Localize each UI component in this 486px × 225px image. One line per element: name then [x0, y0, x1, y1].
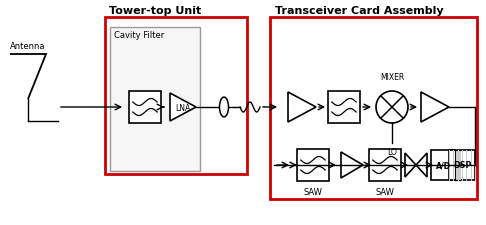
Bar: [270, 18, 477, 199]
Text: DSP: DSP: [453, 161, 471, 170]
Text: A/D: A/D: [435, 161, 451, 170]
Text: SAW: SAW: [376, 187, 395, 196]
Bar: [431, 150, 455, 180]
Polygon shape: [170, 94, 196, 122]
Bar: [328, 92, 360, 124]
Text: LNA: LNA: [175, 104, 191, 113]
Text: Tower-top Unit: Tower-top Unit: [109, 6, 201, 16]
Bar: [369, 149, 401, 181]
Bar: [110, 28, 200, 171]
Circle shape: [376, 92, 408, 124]
Polygon shape: [421, 93, 449, 122]
Ellipse shape: [220, 98, 228, 117]
Bar: [449, 150, 475, 180]
Text: MIXER: MIXER: [380, 73, 404, 82]
Polygon shape: [288, 93, 316, 122]
Bar: [297, 149, 329, 181]
Text: Antenna: Antenna: [10, 42, 46, 51]
Text: Transceiver Card Assembly: Transceiver Card Assembly: [275, 6, 444, 16]
Text: Cavity Filter: Cavity Filter: [114, 31, 164, 40]
Polygon shape: [341, 152, 363, 178]
Polygon shape: [405, 153, 416, 177]
Bar: [105, 18, 247, 174]
Polygon shape: [416, 153, 427, 177]
Bar: [129, 92, 161, 124]
Text: LO: LO: [387, 147, 397, 156]
Text: SAW: SAW: [304, 187, 322, 196]
